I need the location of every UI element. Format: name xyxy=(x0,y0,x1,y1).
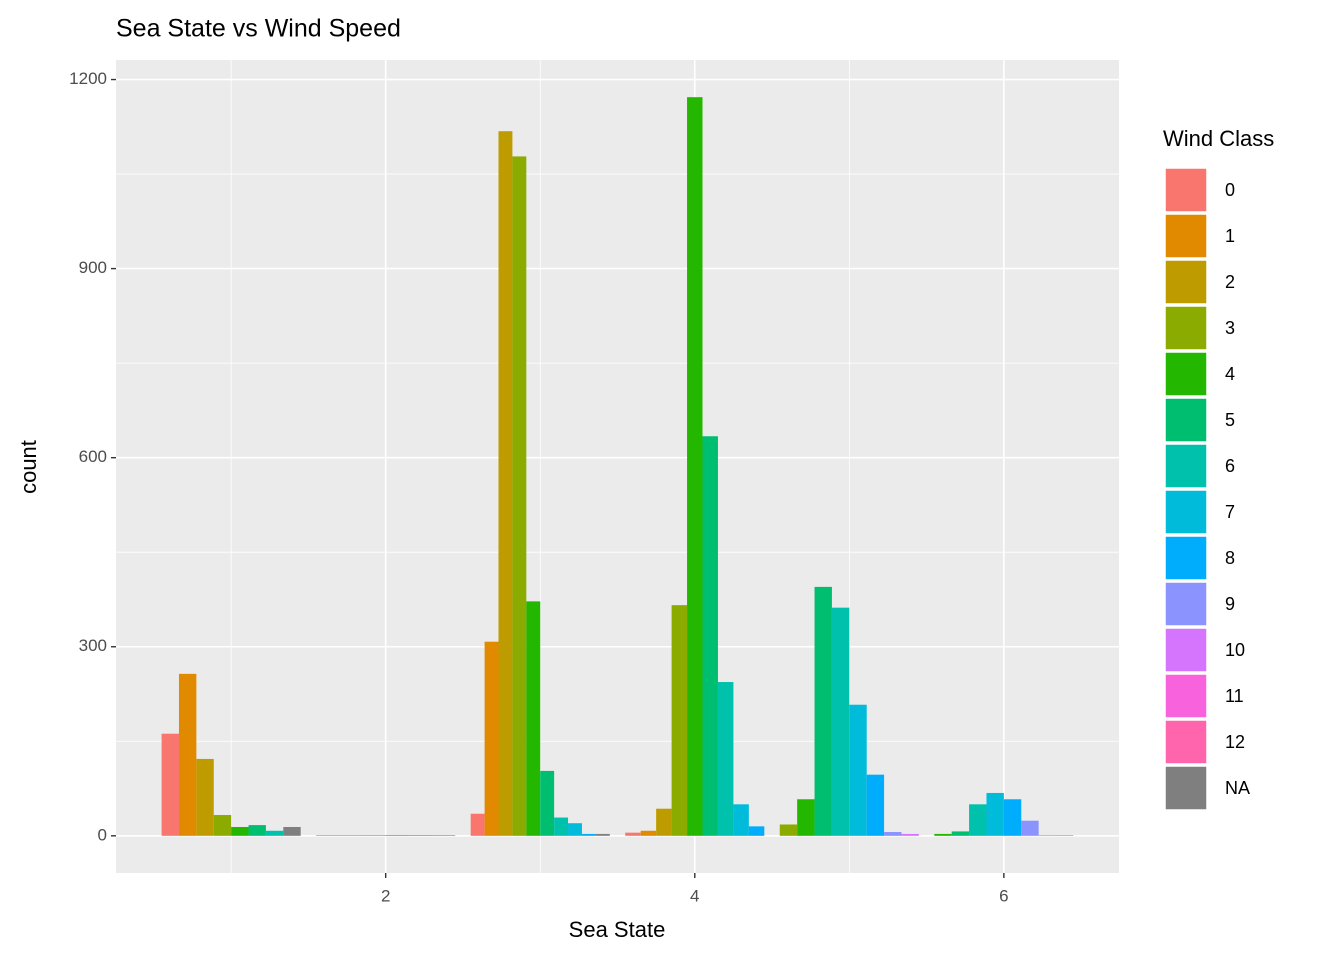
bar xyxy=(213,815,232,836)
legend-label: NA xyxy=(1225,778,1250,798)
x-tick-label: 4 xyxy=(690,886,699,905)
bar xyxy=(717,682,734,836)
legend-label: 4 xyxy=(1225,364,1235,384)
legend-key xyxy=(1164,673,1208,719)
bar xyxy=(901,833,919,836)
bar xyxy=(934,833,952,836)
legend-label: 3 xyxy=(1225,318,1235,338)
chart-title: Sea State vs Wind Speed xyxy=(116,15,401,43)
legend-key xyxy=(1164,397,1208,443)
bar xyxy=(432,835,456,836)
legend-label: 6 xyxy=(1225,456,1235,476)
bar xyxy=(526,601,541,836)
legend-label: 12 xyxy=(1225,732,1245,752)
x-tick-label: 6 xyxy=(999,886,1008,905)
bar xyxy=(671,605,688,836)
legend-key xyxy=(1164,581,1208,627)
bar xyxy=(797,799,815,836)
bar xyxy=(814,586,832,836)
bar xyxy=(408,835,433,836)
bar xyxy=(231,826,249,836)
bar xyxy=(733,804,749,836)
legend-title: Wind Class xyxy=(1163,126,1274,151)
bar xyxy=(640,830,657,836)
legend-label: 11 xyxy=(1225,686,1244,706)
bar xyxy=(951,831,970,836)
bar xyxy=(362,835,386,836)
y-tick-label: 900 xyxy=(79,258,107,277)
bar xyxy=(265,830,284,836)
legend-label: 8 xyxy=(1225,548,1235,568)
bar xyxy=(969,804,987,836)
bar xyxy=(831,607,850,836)
bar xyxy=(178,673,197,836)
legend-label: 10 xyxy=(1225,640,1245,660)
legend-label: 9 xyxy=(1225,594,1235,614)
bar xyxy=(625,832,641,836)
legend-label: 0 xyxy=(1225,180,1235,200)
legend-label: 5 xyxy=(1225,410,1235,430)
x-tick-label: 2 xyxy=(381,886,390,905)
bar xyxy=(748,826,765,836)
bar xyxy=(385,835,409,836)
x-axis-label: Sea State xyxy=(569,917,666,942)
bar xyxy=(779,824,798,836)
bar xyxy=(161,733,179,836)
bar xyxy=(581,833,596,836)
bar xyxy=(470,813,485,836)
bar xyxy=(339,835,363,836)
legend-key xyxy=(1164,167,1208,213)
legend-key xyxy=(1164,305,1208,351)
legend-label: 1 xyxy=(1225,226,1235,246)
y-tick-label: 0 xyxy=(98,825,107,844)
y-tick-label: 600 xyxy=(79,447,107,466)
bar xyxy=(554,817,569,836)
legend-key xyxy=(1164,719,1208,765)
bar xyxy=(283,826,301,836)
y-tick-label: 300 xyxy=(79,636,107,655)
legend-label: 2 xyxy=(1225,272,1235,292)
legend-key xyxy=(1164,535,1208,581)
y-axis-label: count xyxy=(16,440,41,494)
legend-key xyxy=(1164,213,1208,259)
bar xyxy=(512,156,527,836)
bar xyxy=(568,823,582,836)
bar xyxy=(702,436,718,836)
legend-key xyxy=(1164,351,1208,397)
bar xyxy=(986,792,1004,836)
bar xyxy=(884,832,902,836)
bar xyxy=(656,808,672,836)
bar xyxy=(484,641,499,836)
bar xyxy=(1038,835,1057,836)
legend-key xyxy=(1164,627,1208,673)
bar xyxy=(687,97,703,836)
legend-key xyxy=(1164,765,1208,811)
y-tick-label: 1200 xyxy=(69,69,107,88)
bar xyxy=(248,825,266,836)
bar xyxy=(196,758,214,836)
bar xyxy=(540,770,555,836)
bar xyxy=(1056,835,1074,836)
bar xyxy=(1021,820,1039,836)
bar xyxy=(498,131,513,836)
legend-key xyxy=(1164,259,1208,305)
bar xyxy=(849,704,867,836)
legend-key xyxy=(1164,489,1208,535)
bar xyxy=(595,833,610,836)
legend-key xyxy=(1164,443,1208,489)
bar xyxy=(866,774,885,836)
plot-panel xyxy=(116,60,1119,873)
legend-label: 7 xyxy=(1225,502,1235,522)
bar xyxy=(316,835,340,836)
bar xyxy=(1003,799,1022,836)
